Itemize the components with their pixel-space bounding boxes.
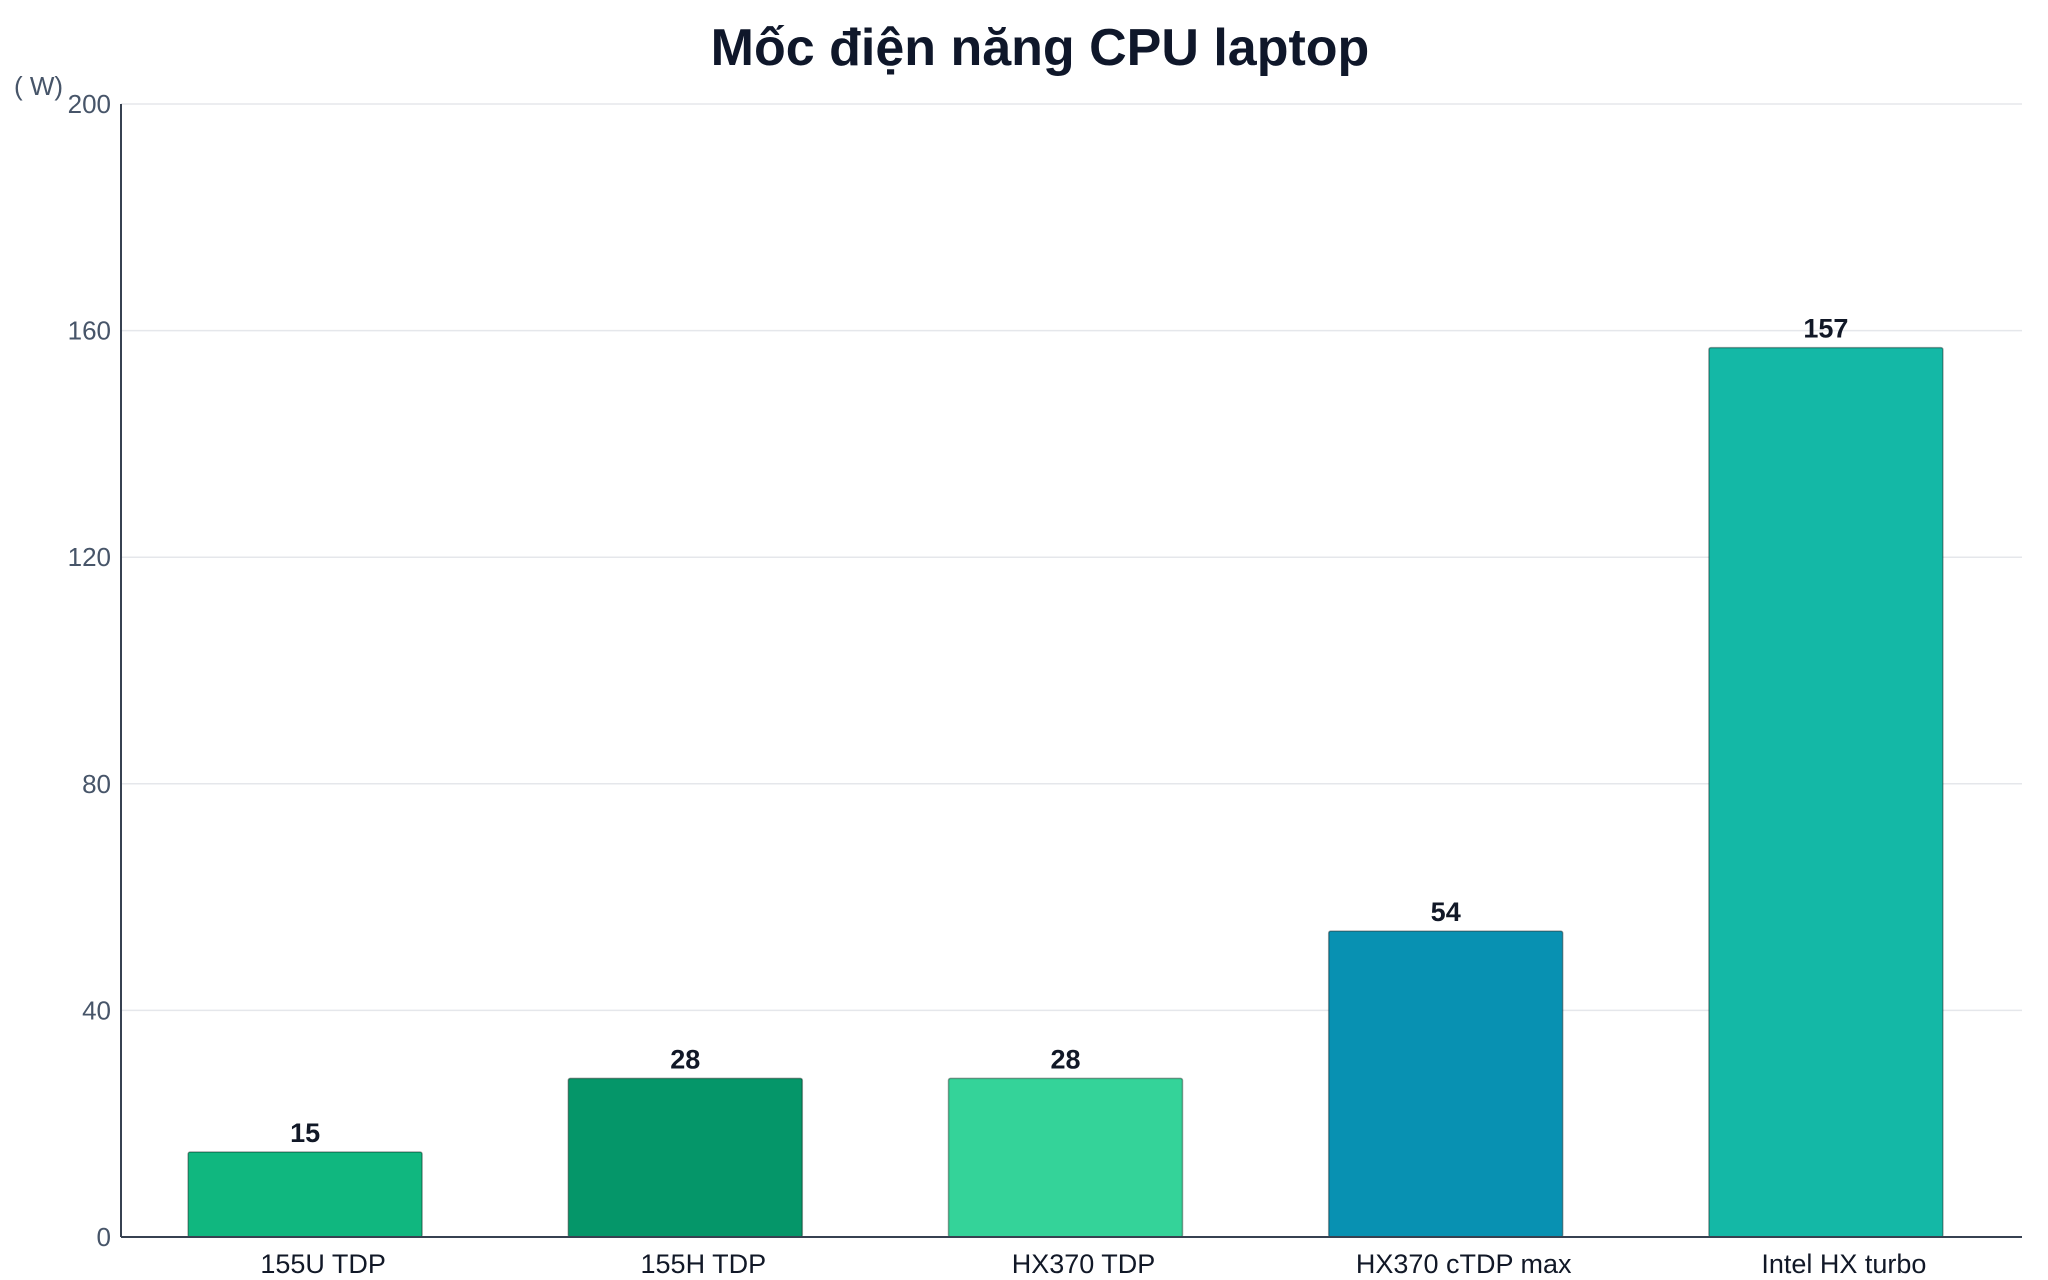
chart-title: Mốc điện năng CPU laptop	[711, 19, 1370, 77]
bar-value-label: 15	[290, 1118, 320, 1148]
bar-value-label: 28	[670, 1044, 700, 1074]
bar	[567, 1077, 804, 1238]
y-tick-label: 40	[82, 995, 111, 1025]
bars	[187, 346, 1944, 1238]
x-tick-labels: 155U TDP 155H TDP HX370 TDP HX370 cTDP max I…	[260, 1249, 1926, 1279]
bar-value-label: 28	[1050, 1044, 1080, 1074]
y-tick-label: 80	[82, 769, 111, 799]
bar-value-label: 54	[1431, 897, 1461, 927]
y-tick-label: 120	[68, 542, 111, 572]
x-tick-label: HX370 cTDP max	[1356, 1249, 1572, 1279]
value-labels: 15 28 28 54 157	[290, 314, 1848, 1148]
bar	[187, 1151, 423, 1238]
y-tick-label: 0	[97, 1222, 111, 1252]
y-tick-label: 160	[68, 316, 111, 346]
y-tick-labels: 0 40 80 120 160 200	[68, 89, 111, 1252]
x-tick-label: 155H TDP	[641, 1249, 767, 1279]
x-tick-label: 155U TDP	[260, 1249, 386, 1279]
bar-value-label: 157	[1803, 314, 1848, 344]
gridlines	[121, 103, 2022, 1012]
x-tick-label: HX370 TDP	[1012, 1249, 1156, 1279]
x-tick-label: Intel HX turbo	[1761, 1249, 1926, 1279]
bar	[1708, 346, 1944, 1238]
y-axis-unit-label: ( W)	[14, 71, 63, 101]
axes	[120, 104, 2022, 1238]
y-tick-label: 200	[68, 89, 111, 119]
bar	[1327, 930, 1564, 1238]
bar	[947, 1077, 1184, 1238]
